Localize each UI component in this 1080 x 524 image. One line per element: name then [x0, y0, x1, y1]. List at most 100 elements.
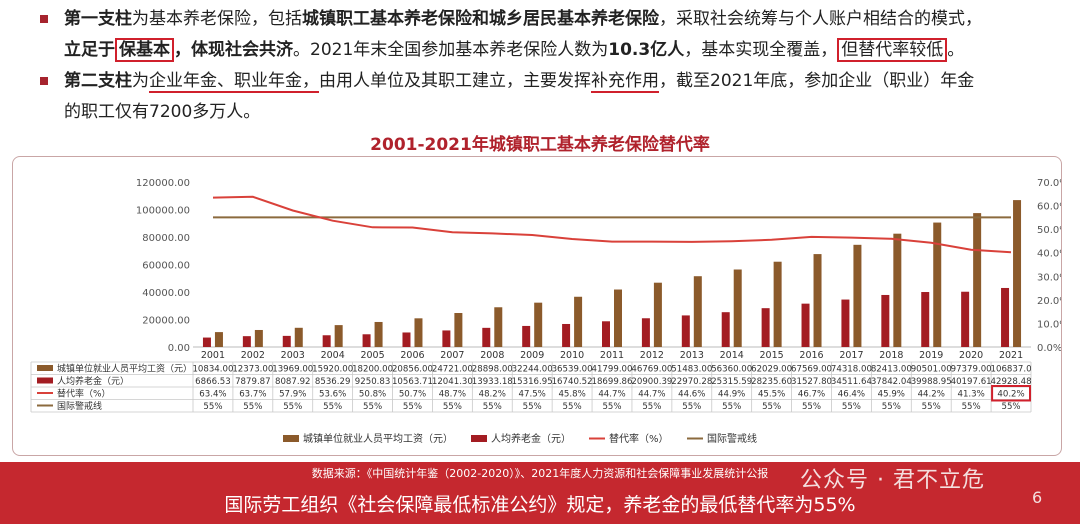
table-cell: 62029.00	[751, 365, 792, 375]
highlight-box-rate-2021	[991, 385, 1031, 402]
highlight-box: 保基本	[115, 38, 174, 62]
table-cell: 74318.00	[831, 365, 872, 375]
table-cell: 8087.92	[275, 377, 311, 387]
pension-bar	[641, 318, 650, 347]
table-cell: 67569.00	[791, 365, 832, 375]
pillar-one-label: 第一支柱	[64, 9, 132, 29]
bullet-marker	[40, 15, 48, 23]
table-row-label: 国际警戒线	[57, 400, 102, 412]
x-tick-label: 2010	[560, 350, 584, 361]
watermark: 公众号 · 君不立危	[800, 468, 985, 493]
wage-bar	[653, 282, 662, 347]
wage-bar	[254, 329, 263, 347]
table-cell: 46.4%	[838, 390, 865, 400]
chart-svg: 0.00 20000.00 40000.00 60000.00 80000.00 1000…	[30, 178, 1061, 445]
pillar-two-label: 第二支柱	[64, 71, 132, 91]
x-tick-label: 2016	[799, 350, 823, 361]
bullet-pillar-one: 第一支柱为基本养老保险，包括城镇职工基本养老保险和城乡居民基本养老保险，采取社会…	[38, 4, 1058, 35]
table-cell: 55%	[682, 402, 701, 412]
x-tick-label: 2008	[480, 350, 504, 361]
y-right-tick-label: 40.0%	[1037, 249, 1061, 260]
table-cell: 55%	[722, 402, 741, 412]
x-tick-label: 2007	[440, 350, 464, 361]
wage-bar	[574, 296, 583, 347]
x-tick-label: 2017	[839, 350, 863, 361]
wage-bar	[933, 222, 942, 347]
table-cell: 41799.00	[591, 365, 632, 375]
text-span: ，基本实现全覆盖，	[684, 40, 838, 60]
text-span: 。	[947, 40, 965, 60]
legend-swatch	[283, 435, 299, 442]
y-left-tick-label: 60000.00	[142, 261, 190, 272]
wage-bar	[773, 261, 782, 347]
table-cell: 63.7%	[239, 390, 266, 400]
x-tick-label: 2001	[201, 350, 225, 361]
table-cell: 48.2%	[479, 390, 506, 400]
table-cell: 55%	[642, 402, 661, 412]
wage-bar	[374, 321, 383, 347]
table-cell: 55%	[483, 402, 502, 412]
y-right-tick-label: 70.0%	[1037, 178, 1061, 189]
wage-bar	[693, 276, 702, 347]
table-cell: 50.7%	[399, 390, 426, 400]
text-span: 由用人单位及其职工建立，主要发挥	[319, 71, 591, 91]
highlight-box: 但替代率较低	[837, 38, 948, 62]
table-cell: 39988.95	[911, 377, 952, 387]
table-cell: 22970.28	[671, 377, 712, 387]
table-cell: 55%	[563, 402, 582, 412]
table-cell: 40.2%	[997, 390, 1024, 400]
table-cell: 40197.61	[951, 377, 992, 387]
bullet-marker	[40, 77, 48, 85]
x-tick-label: 2002	[241, 350, 265, 361]
table-cell: 25315.59	[711, 377, 752, 387]
wage-bar	[214, 332, 223, 347]
table-cell: 45.5%	[758, 390, 785, 400]
table-cell: 55%	[443, 402, 462, 412]
table-cell: 55%	[802, 402, 821, 412]
y-right-tick-label: 30.0%	[1037, 272, 1061, 283]
table-cell: 13969.00	[272, 365, 313, 375]
wage-bar	[414, 318, 423, 347]
y-left-tick-label: 120000.00	[136, 178, 190, 189]
table-cell: 55%	[523, 402, 542, 412]
table-cell: 15316.95	[512, 377, 553, 387]
y-right-tick-label: 50.0%	[1037, 225, 1061, 236]
table-cell: 9250.83	[355, 377, 391, 387]
pension-bar	[1001, 287, 1010, 347]
table-cell: 13933.18	[472, 377, 513, 387]
pension-bar	[242, 336, 251, 347]
table-cell: 63.4%	[199, 390, 226, 400]
y-left-tick-label: 20000.00	[142, 316, 190, 327]
pension-bar	[961, 291, 970, 347]
table-cell: 10563.71	[392, 377, 433, 387]
table-cell: 8536.29	[315, 377, 351, 387]
table-cell: 6866.53	[195, 377, 231, 387]
wage-bar	[973, 213, 982, 347]
x-tick-label: 2014	[720, 350, 744, 361]
table-cell: 12373.00	[232, 365, 273, 375]
table-cell: 15920.00	[312, 365, 353, 375]
table-cell: 7879.87	[235, 377, 271, 387]
table-cell: 32244.00	[512, 365, 553, 375]
pension-bar	[362, 334, 371, 347]
table-row-label: 替代率（%）	[57, 388, 111, 400]
table-cell: 47.5%	[519, 390, 546, 400]
text-span: ，截至2021年底，参加企业（职业）年金	[659, 71, 975, 91]
x-tick-label: 2015	[760, 350, 784, 361]
bullet-pillar-one-cont: 立足于 保基本 ，体现社会共济。2021年末全国参加基本养老保险人数为10.3亿人，…	[38, 35, 1058, 66]
chart-frame: 0.00 20000.00 40000.00 60000.00 80000.00 1000…	[12, 156, 1062, 456]
pension-bar	[801, 303, 810, 347]
table-cell: 44.9%	[718, 390, 745, 400]
x-tick-label: 2003	[281, 350, 305, 361]
table-cell: 48.7%	[439, 390, 466, 400]
text-span: ，采取社会统筹与个人账户相结合的模式，	[659, 9, 982, 29]
table-cell: 41.3%	[957, 390, 984, 400]
table-cell: 90501.00	[911, 365, 952, 375]
y-right-tick-label: 60.0%	[1037, 202, 1061, 213]
y-left-tick-label: 0.00	[168, 343, 190, 354]
data-source-note: 数据来源：《中国统计年鉴（2002-2020）》、2021年度人力资源和社会保障…	[311, 467, 769, 480]
text-span: 的职工仅有7200多万人。	[64, 102, 261, 122]
footer-banner: 数据来源：《中国统计年鉴（2002-2020）》、2021年度人力资源和社会保障…	[0, 462, 1080, 524]
text-span: 为基本养老保险，包括	[132, 9, 302, 29]
y-right-tick-label: 0.0%	[1037, 343, 1061, 354]
